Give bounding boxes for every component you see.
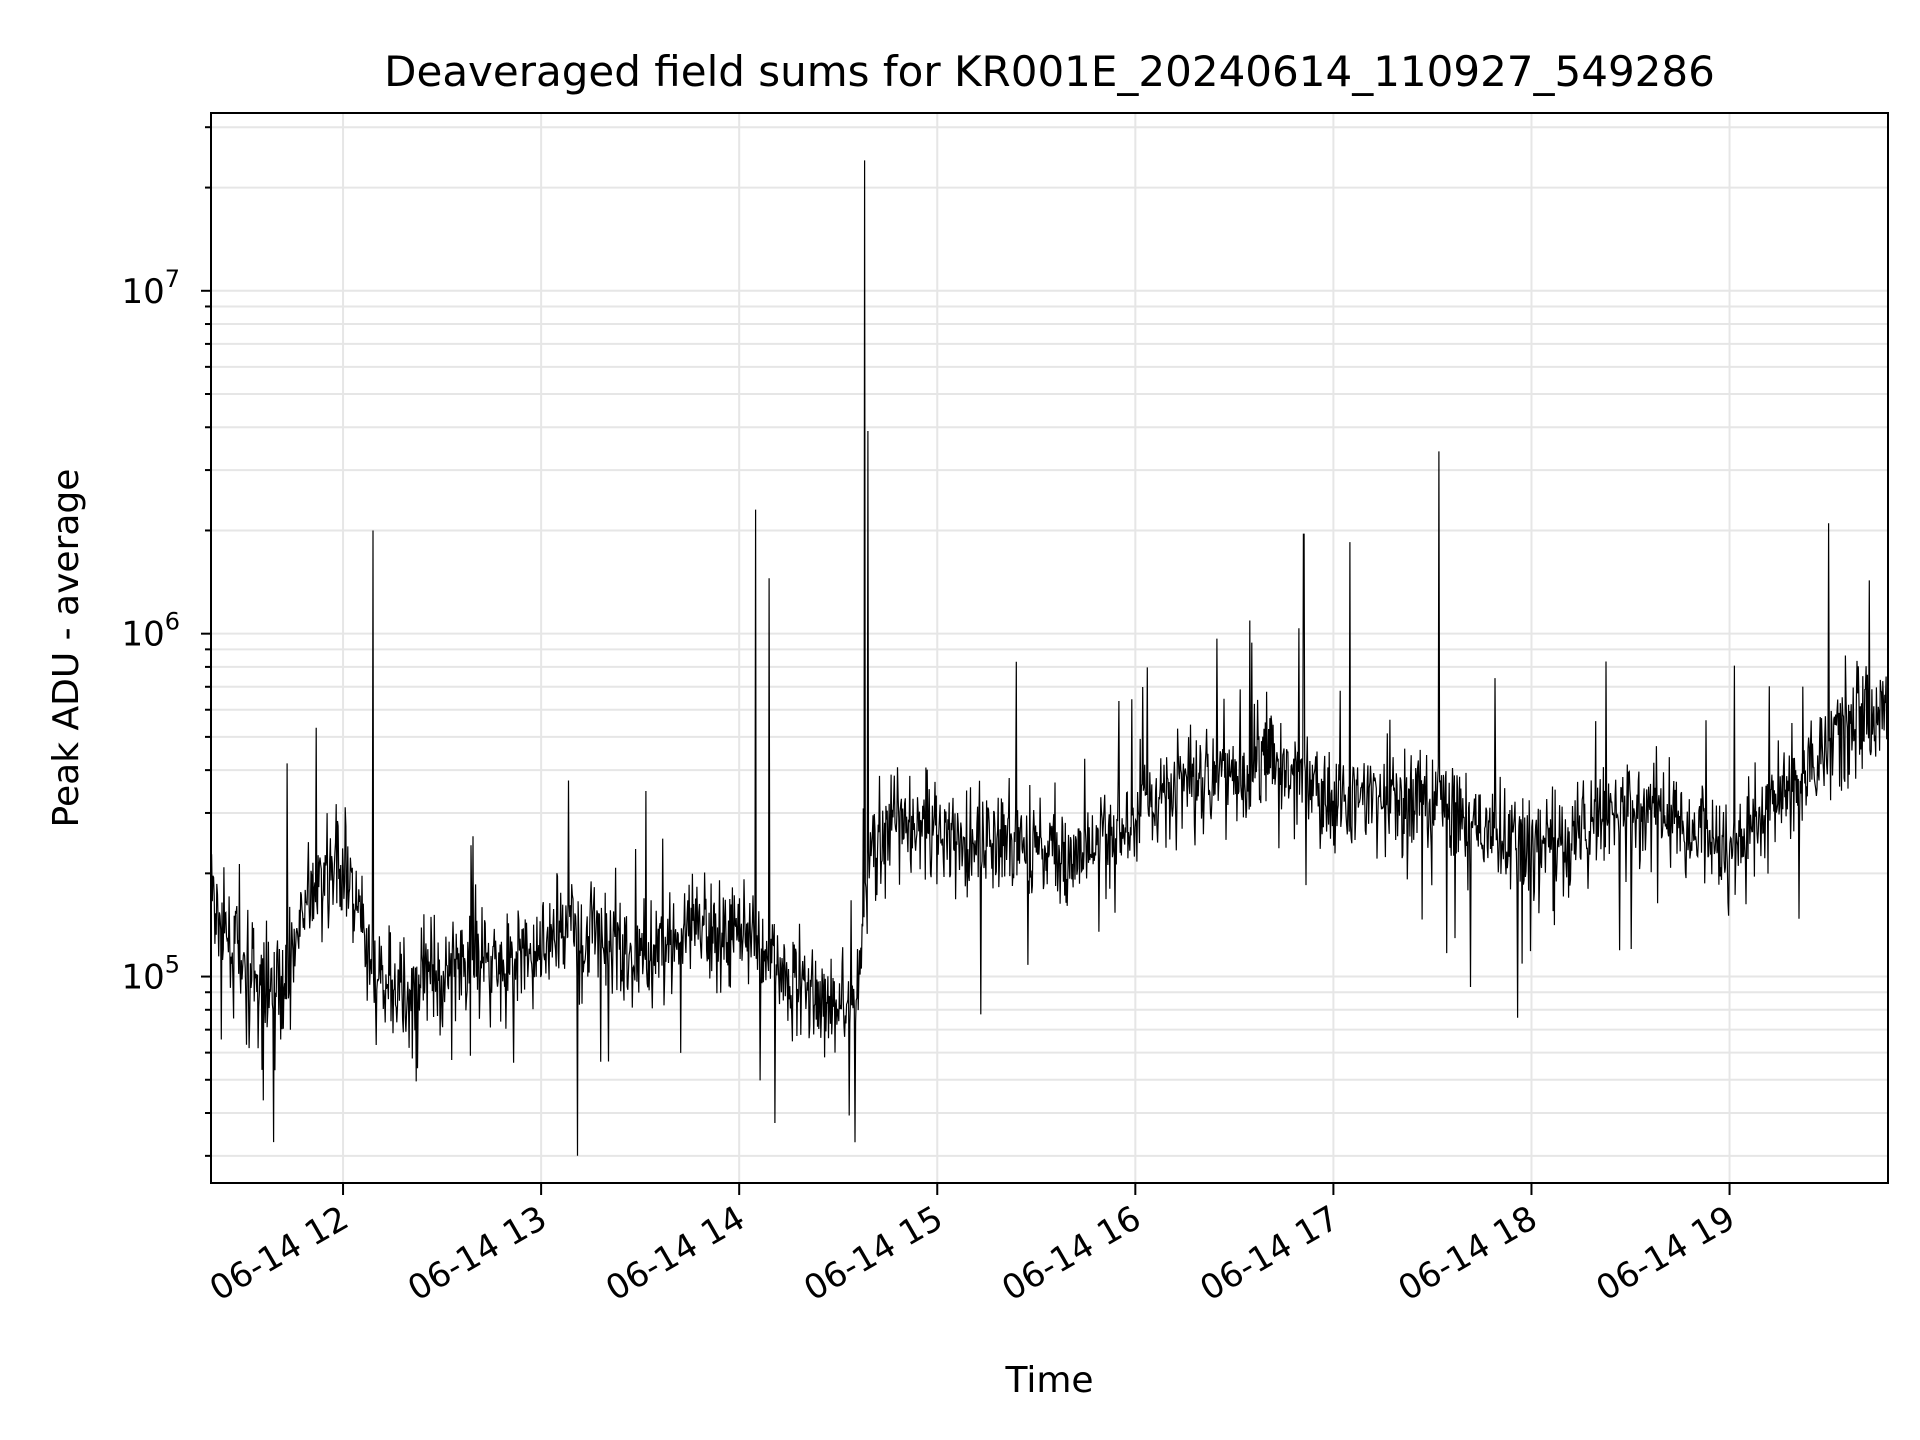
series-line xyxy=(210,160,1889,1156)
plot-area xyxy=(210,160,1889,1156)
axes-frame xyxy=(210,112,1889,1184)
y-tick-label: 107 xyxy=(121,265,180,312)
chart-title: Deaveraged field sums for KR001E_2024061… xyxy=(384,47,1715,96)
y-tick-label: 106 xyxy=(121,608,180,655)
y-axis-label: Peak ADU - average xyxy=(46,469,87,828)
y-tick-label: 105 xyxy=(121,951,180,998)
x-axis-label: Time xyxy=(1004,1360,1093,1401)
